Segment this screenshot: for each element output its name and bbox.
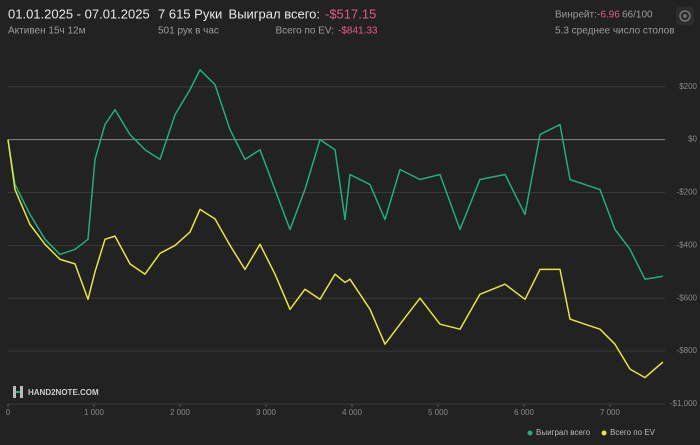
x-tick-label: 4 000 bbox=[342, 408, 363, 417]
x-tick-label: 3 000 bbox=[256, 408, 277, 417]
date-range: 01.01.2025 - 07.01.2025 bbox=[8, 6, 150, 21]
x-tick-label: 5 000 bbox=[428, 408, 449, 417]
winrate-label: Винрейт: bbox=[555, 10, 597, 21]
won-value: -$517.15 bbox=[325, 6, 376, 21]
logo-mark bbox=[16, 391, 20, 393]
gear-center bbox=[683, 14, 687, 18]
x-tick-label: 1 000 bbox=[84, 408, 105, 417]
active-time: Активен 15ч 12м bbox=[8, 26, 86, 37]
y-tick-label: -$600 bbox=[677, 293, 698, 302]
logo-mark bbox=[20, 386, 23, 398]
y-tick-label: -$1,000 bbox=[670, 399, 698, 408]
series-line bbox=[7, 69, 664, 280]
series-line bbox=[7, 139, 664, 379]
logo-mark bbox=[13, 386, 16, 398]
y-tick-label: -$400 bbox=[677, 240, 698, 249]
winrate-unit: 66/100 bbox=[622, 10, 653, 21]
tables: 5.3 среднее число столов bbox=[555, 26, 675, 37]
legend-swatch bbox=[527, 430, 533, 436]
logo: HAND2NOTE.COM bbox=[13, 386, 99, 398]
logo-text: HAND2NOTE.COM bbox=[28, 388, 99, 397]
y-tick-label: $200 bbox=[679, 82, 697, 91]
x-tick-label: 2 000 bbox=[170, 408, 191, 417]
legend-swatch bbox=[601, 430, 607, 436]
settings-icon[interactable] bbox=[676, 7, 694, 25]
ev-value: -$841.33 bbox=[338, 26, 378, 37]
gear bbox=[679, 10, 691, 22]
hands-per-hour: 501 рук в час bbox=[158, 26, 219, 37]
winrate-value: -6.96 bbox=[597, 10, 620, 21]
x-tick-label: 6 000 bbox=[514, 408, 535, 417]
x-tick-label: 7 000 bbox=[600, 408, 621, 417]
y-tick-label: -$200 bbox=[677, 188, 698, 197]
won-label: Выиграл всего: bbox=[229, 6, 320, 21]
legend-label: Выиграл всего bbox=[536, 428, 591, 437]
ev-label: Всего по EV: bbox=[275, 26, 334, 37]
legend-label: Всего по EV bbox=[610, 428, 656, 437]
hands: 7 615 Руки bbox=[158, 6, 222, 21]
y-tick-label: -$800 bbox=[677, 346, 698, 355]
y-tick-label: $0 bbox=[688, 135, 697, 144]
x-tick-label: 0 bbox=[6, 408, 11, 417]
